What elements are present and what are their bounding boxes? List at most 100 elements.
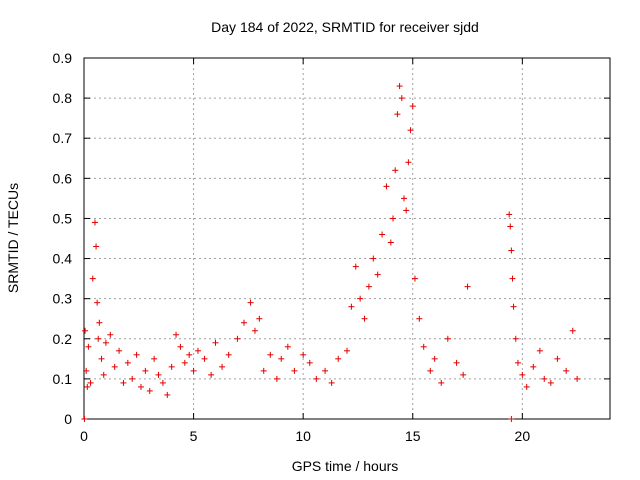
- data-point: [181, 359, 188, 366]
- data-point: [506, 211, 513, 218]
- data-point: [374, 271, 381, 278]
- data-point: [420, 343, 427, 350]
- data-point: [348, 303, 355, 310]
- data-point: [82, 327, 89, 334]
- plot-frame: [83, 57, 611, 420]
- data-point: [509, 275, 516, 282]
- data-point: [85, 343, 92, 350]
- data-point: [234, 335, 241, 342]
- data-point: [168, 363, 175, 370]
- data-point: [464, 283, 471, 290]
- data-point: [146, 387, 153, 394]
- data-point: [256, 315, 263, 322]
- data-point: [133, 351, 140, 358]
- data-point: [225, 351, 232, 358]
- data-point: [530, 363, 537, 370]
- data-point: [98, 355, 105, 362]
- data-point: [306, 359, 313, 366]
- tick-layer: 0 5 10 15 20 0 0.1 0.2 0.3 0.4 0.5 0.6 0.7 0.8 0.9: [53, 50, 610, 444]
- y-tick-label: 0.8: [53, 90, 73, 106]
- data-point: [328, 379, 335, 386]
- data-point: [120, 379, 127, 386]
- data-point: [554, 355, 561, 362]
- grid-layer: [84, 58, 610, 419]
- data-point: [453, 359, 460, 366]
- data-point: [81, 416, 88, 422]
- data-point: [322, 367, 329, 374]
- data-point: [396, 83, 403, 90]
- data-point: [137, 383, 144, 390]
- data-point: [563, 367, 570, 374]
- y-tick-label: 0.1: [53, 371, 73, 387]
- chart-title: Day 184 of 2022, SRMTID for receiver sjd…: [211, 19, 479, 35]
- data-point: [273, 375, 280, 382]
- data-point: [383, 183, 390, 190]
- data-point: [394, 111, 401, 118]
- data-point: [438, 379, 445, 386]
- data-point: [361, 315, 368, 322]
- data-point: [177, 343, 184, 350]
- y-axis-label: SRMTID / TECUs: [5, 183, 21, 293]
- data-point: [107, 331, 114, 338]
- data-point: [267, 351, 274, 358]
- data-point: [87, 379, 94, 386]
- y-tick-label: 0.7: [53, 130, 73, 146]
- data-point: [409, 103, 416, 110]
- data-point: [403, 207, 410, 214]
- x-tick-label: 15: [405, 428, 421, 444]
- data-point: [352, 263, 359, 270]
- y-tick-label: 0.9: [53, 50, 73, 66]
- data-point: [574, 375, 581, 382]
- data-point: [400, 195, 407, 202]
- data-point: [536, 347, 543, 354]
- data-point: [411, 275, 418, 282]
- y-tick-label: 0.2: [53, 331, 73, 347]
- data-point: [84, 383, 91, 390]
- data-point: [102, 339, 109, 346]
- data-point: [219, 363, 226, 370]
- data-point: [523, 383, 530, 390]
- data-point: [155, 371, 162, 378]
- data-point: [83, 367, 90, 374]
- data-point: [510, 303, 517, 310]
- data-point: [507, 223, 514, 230]
- y-tick-label: 0: [64, 411, 72, 427]
- data-point: [370, 255, 377, 262]
- x-axis-label: GPS time / hours: [292, 458, 399, 474]
- data-point: [111, 363, 118, 370]
- data-point: [398, 95, 405, 102]
- data-point: [291, 367, 298, 374]
- data-point: [512, 335, 519, 342]
- data-point: [251, 327, 258, 334]
- data-point: [508, 416, 515, 422]
- data-point: [444, 335, 451, 342]
- data-point: [201, 355, 208, 362]
- data-point: [190, 367, 197, 374]
- data-point: [142, 367, 149, 374]
- data-point: [100, 371, 107, 378]
- data-point: [129, 375, 136, 382]
- x-tick-label: 0: [80, 428, 88, 444]
- data-point: [514, 359, 521, 366]
- data-point: [278, 355, 285, 362]
- data-point: [94, 299, 101, 306]
- x-tick-label: 20: [515, 428, 531, 444]
- data-point: [460, 371, 467, 378]
- y-tick-label: 0.4: [53, 251, 73, 267]
- data-point: [313, 375, 320, 382]
- data-point: [344, 347, 350, 354]
- data-point: [260, 367, 267, 374]
- data-point: [173, 331, 180, 338]
- data-point: [159, 379, 166, 386]
- data-point: [93, 243, 100, 250]
- x-tick-label: 10: [295, 428, 311, 444]
- y-tick-label: 0.6: [53, 170, 73, 186]
- data-point: [151, 355, 158, 362]
- data-point: [541, 375, 548, 382]
- data-point: [212, 339, 219, 346]
- data-point: [407, 127, 414, 134]
- data-point: [335, 355, 342, 362]
- data-point: [116, 347, 123, 354]
